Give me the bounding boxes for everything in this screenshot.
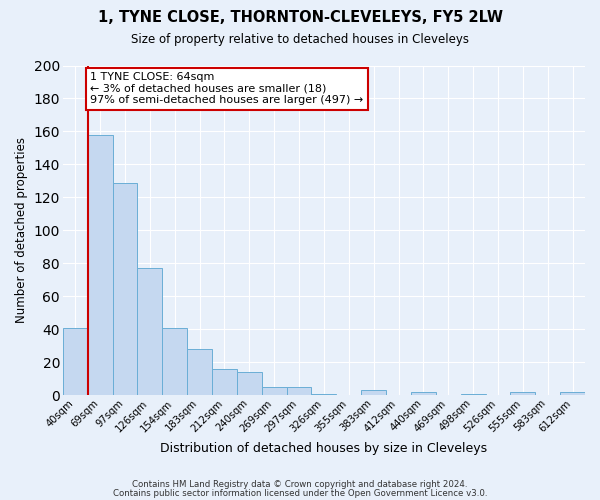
Bar: [237, 372, 262, 396]
Bar: [262, 387, 287, 396]
Text: Size of property relative to detached houses in Cleveleys: Size of property relative to detached ho…: [131, 32, 469, 46]
Bar: [287, 387, 311, 396]
Bar: [88, 135, 113, 396]
Bar: [63, 328, 88, 396]
Bar: [411, 392, 436, 396]
Y-axis label: Number of detached properties: Number of detached properties: [15, 138, 28, 324]
Text: 1, TYNE CLOSE, THORNTON-CLEVELEYS, FY5 2LW: 1, TYNE CLOSE, THORNTON-CLEVELEYS, FY5 2…: [97, 10, 503, 25]
Bar: [361, 390, 386, 396]
Bar: [113, 182, 137, 396]
Bar: [187, 349, 212, 396]
Bar: [511, 392, 535, 396]
Bar: [162, 328, 187, 396]
Text: Contains HM Land Registry data © Crown copyright and database right 2024.: Contains HM Land Registry data © Crown c…: [132, 480, 468, 489]
Text: 1 TYNE CLOSE: 64sqm
← 3% of detached houses are smaller (18)
97% of semi-detache: 1 TYNE CLOSE: 64sqm ← 3% of detached hou…: [90, 72, 364, 106]
Text: Contains public sector information licensed under the Open Government Licence v3: Contains public sector information licen…: [113, 488, 487, 498]
X-axis label: Distribution of detached houses by size in Cleveleys: Distribution of detached houses by size …: [160, 442, 487, 455]
Bar: [212, 369, 237, 396]
Bar: [461, 394, 485, 396]
Bar: [560, 392, 585, 396]
Bar: [137, 268, 162, 396]
Bar: [311, 394, 337, 396]
